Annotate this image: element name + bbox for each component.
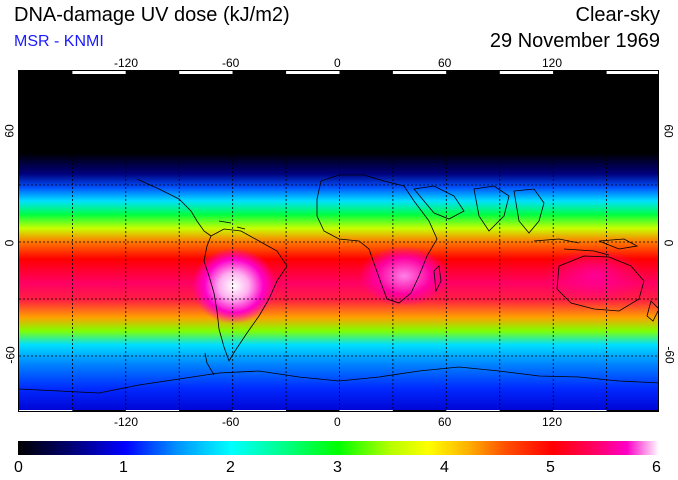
frame-ticks — [19, 71, 658, 411]
lon-tick-top-4: 60 — [438, 56, 452, 70]
hotspot-south-america — [192, 248, 276, 324]
page-title: DNA-damage UV dose (kJ/m2) — [14, 4, 290, 26]
lon-tick-bottom-4: 60 — [438, 415, 452, 429]
lat-tick-left-2: 0 — [2, 239, 17, 247]
data-source: MSR - KNMI — [14, 33, 104, 50]
lon-tick-bottom-3: 0 — [334, 415, 341, 429]
colorbar — [18, 441, 659, 455]
lat-tick-right-2: 0 — [661, 239, 676, 247]
lat-tick-left-1: 60 — [2, 124, 17, 138]
lon-tick-top-2: -60 — [222, 56, 240, 70]
uv-field — [19, 71, 658, 411]
graticule — [19, 71, 658, 411]
lon-tick-top-3: 0 — [334, 56, 341, 70]
colorbar-label-1: 1 — [119, 459, 128, 476]
lon-tick-bottom-1: -120 — [114, 415, 139, 429]
colorbar-label-4: 4 — [440, 459, 449, 476]
lat-tick-left-3: -60 — [3, 346, 18, 364]
hotspot-southern-africa — [359, 246, 449, 306]
colorbar-label-5: 5 — [546, 459, 555, 476]
colorbar-label-0: 0 — [14, 459, 23, 476]
lat-tick-right-3: -60 — [662, 346, 677, 364]
lon-tick-bottom-2: -60 — [222, 415, 240, 429]
lon-tick-top-1: -120 — [114, 56, 139, 70]
colorbar-label-6: 6 — [652, 459, 661, 476]
uv-dose-map — [18, 70, 659, 412]
lat-tick-right-1: 60 — [661, 124, 676, 138]
map-svg — [19, 71, 658, 411]
lon-tick-top-5: 120 — [542, 56, 563, 70]
colorbar-label-3: 3 — [333, 459, 342, 476]
sky-condition: Clear-sky — [575, 4, 660, 26]
colorbar-label-2: 2 — [226, 459, 235, 476]
lon-tick-bottom-5: 120 — [542, 415, 563, 429]
date-label: 29 November 1969 — [489, 30, 660, 52]
